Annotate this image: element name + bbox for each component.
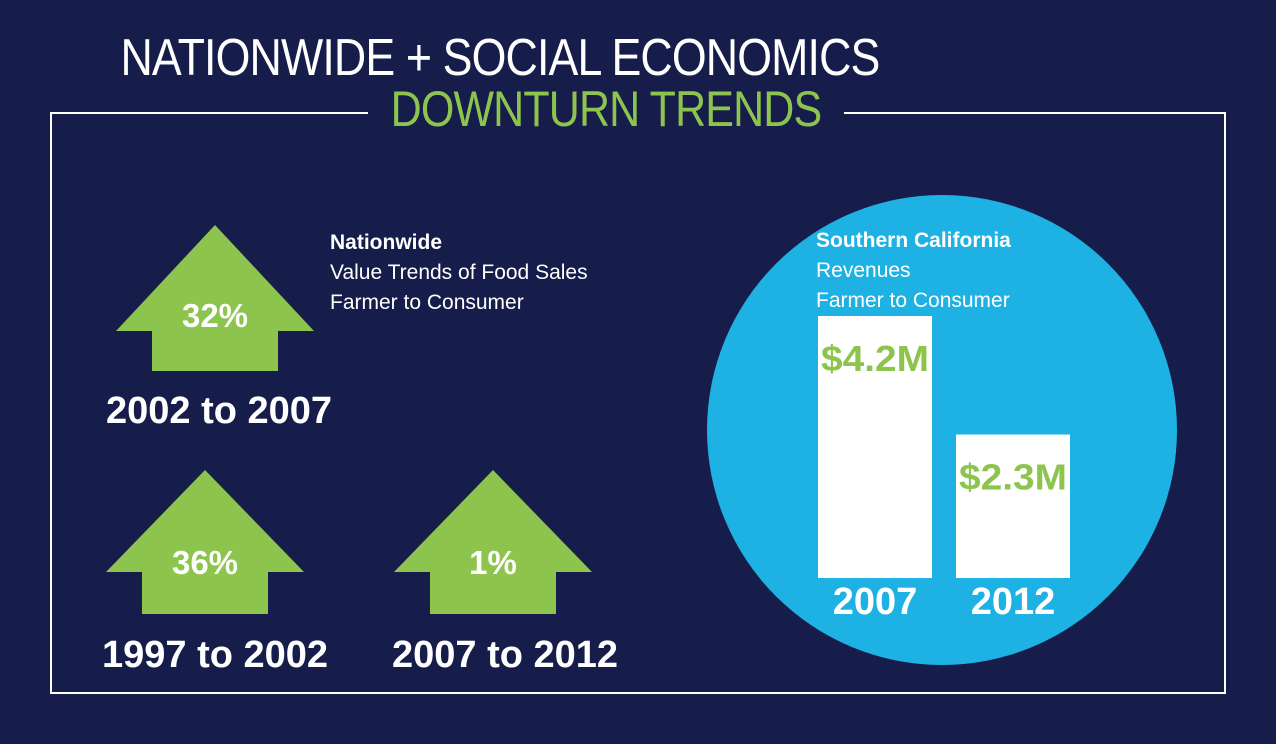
bar-value-label: $4.2M — [821, 338, 929, 379]
nationwide-heading: Nationwide — [330, 231, 443, 254]
subtitle-backdrop — [368, 84, 844, 140]
trend-percent: 36% — [171, 544, 239, 581]
revenue-circle — [707, 195, 1177, 665]
nationwide-note: Nationwide Value Trends of Food Sales Fa… — [330, 228, 588, 318]
up-arrow-icon — [116, 225, 314, 371]
southern-california-line1: Revenues — [816, 259, 911, 282]
bar-2012 — [956, 434, 1070, 578]
southern-california-note: Southern California Revenues Farmer to C… — [816, 226, 1011, 316]
southern-california-heading: Southern California — [816, 229, 1011, 252]
bar-value-label: $2.3M — [959, 457, 1067, 498]
trend-percent: 32% — [181, 297, 249, 334]
up-arrow-icon — [106, 470, 304, 614]
trend-range: 1997 to 2002 — [102, 634, 329, 676]
trend-arrow-2007-2012: 1% — [394, 470, 592, 614]
trend-arrow-2002-2007: 32% — [116, 225, 314, 371]
trend-range: 2007 to 2012 — [392, 634, 619, 676]
trend-arrow-1997-2002: 36% — [106, 470, 304, 614]
bar-2007 — [818, 316, 932, 578]
bar-category-label: 2012 — [971, 581, 1056, 623]
bar-category-label: 2007 — [833, 581, 918, 623]
page-subtitle: DOWNTURN TRENDS — [390, 81, 822, 137]
up-arrow-icon — [394, 470, 592, 614]
southern-california-line2: Farmer to Consumer — [816, 289, 1010, 312]
nationwide-line2: Farmer to Consumer — [330, 291, 524, 314]
page-title: NATIONWIDE + SOCIAL ECONOMICS — [120, 29, 880, 87]
trend-percent: 1% — [469, 544, 517, 581]
nationwide-line1: Value Trends of Food Sales — [330, 261, 588, 284]
trend-range: 2002 to 2007 — [106, 390, 333, 432]
